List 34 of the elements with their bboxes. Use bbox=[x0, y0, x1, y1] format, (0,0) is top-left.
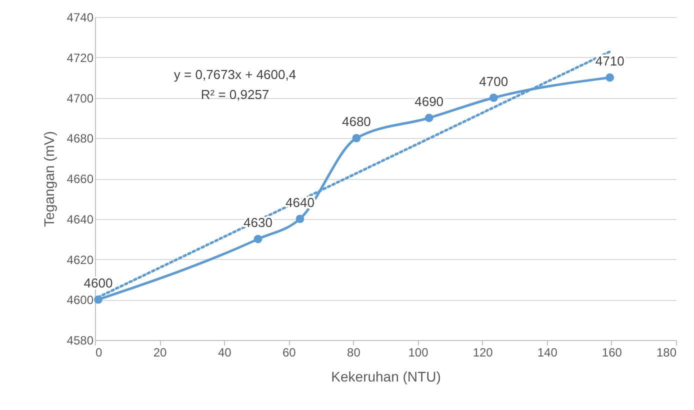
annotation: y = 0,7673x + 4600,4 bbox=[174, 67, 296, 82]
x-tick-label: 0 bbox=[96, 346, 102, 360]
x-tick-label: 20 bbox=[153, 346, 168, 360]
y-tick-label: 4580 bbox=[66, 334, 94, 348]
x-tick-label: 180 bbox=[656, 346, 677, 360]
y-tick-label: 4600 bbox=[66, 293, 94, 308]
data-label: 4700 bbox=[479, 74, 508, 89]
point bbox=[296, 214, 304, 224]
x-tick-label: 60 bbox=[282, 346, 296, 360]
y-tick-label: 4680 bbox=[66, 132, 94, 146]
data-label: 4680 bbox=[342, 114, 371, 130]
y-tick-label: 4640 bbox=[66, 212, 94, 226]
y-tick-label: 4740 bbox=[66, 10, 94, 24]
data-label: 4600 bbox=[84, 276, 113, 291]
y-axis-title: Tegangan (mV) bbox=[40, 131, 57, 227]
point bbox=[254, 234, 262, 244]
data-label: 4710 bbox=[595, 54, 624, 69]
x-tick-label: 80 bbox=[347, 346, 361, 360]
annotation: R² = 0,9257 bbox=[200, 87, 270, 102]
point bbox=[489, 94, 498, 102]
x-tick-label: 40 bbox=[218, 346, 232, 360]
x-tick-label: 140 bbox=[537, 346, 558, 360]
x-axis-title: Kekeruhan (NTU) bbox=[331, 368, 441, 384]
point bbox=[352, 134, 361, 142]
y-tick-label: 4660 bbox=[66, 172, 94, 186]
y-tick-label: 4720 bbox=[66, 50, 94, 65]
y-tick-label: 4700 bbox=[66, 91, 94, 106]
point bbox=[424, 114, 434, 122]
x-tick-label: 160 bbox=[602, 346, 622, 360]
x-tick-label: 120 bbox=[472, 346, 494, 360]
data-label: 4690 bbox=[414, 94, 444, 109]
y-tick-label: 4620 bbox=[66, 252, 94, 267]
x-tick-label: 100 bbox=[408, 346, 429, 360]
point bbox=[606, 73, 614, 82]
